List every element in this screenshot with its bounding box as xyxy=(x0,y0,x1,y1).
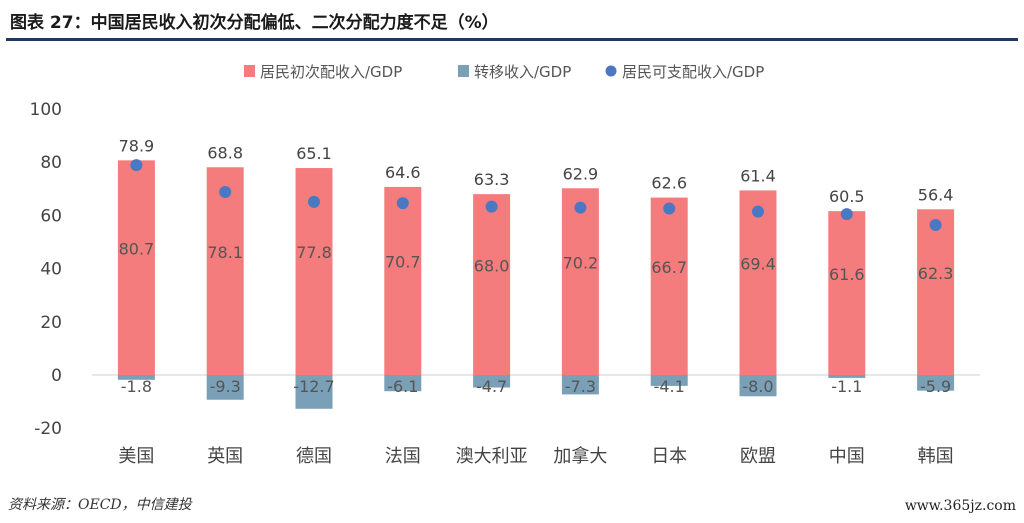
legend-label-1: 转移收入/GDP xyxy=(474,63,571,81)
disposable-value-label: 64.6 xyxy=(385,163,421,182)
transfer-bar xyxy=(739,375,777,397)
y-tick-label: 40 xyxy=(40,260,62,280)
primary-value-label: 61.6 xyxy=(829,265,865,284)
figure-header: 图表 27：中国居民收入初次分配偏低、二次分配力度不足（%） xyxy=(6,4,1018,38)
primary-value-label: 69.4 xyxy=(740,254,776,273)
disposable-value-label: 65.1 xyxy=(296,144,332,163)
transfer-bar xyxy=(295,375,333,409)
primary-bar xyxy=(117,160,155,375)
title-divider xyxy=(6,38,1018,41)
y-tick-label: 20 xyxy=(40,313,62,333)
disposable-value-label: 61.4 xyxy=(740,166,776,185)
primary-bar xyxy=(206,167,244,375)
transfer-bar xyxy=(917,375,955,391)
x-category-label: 中国 xyxy=(829,446,865,467)
transfer-bar xyxy=(117,375,155,380)
plot-area: 80.7 -1.8 78.9 78.1 -9.3 68.8 77.8 -12.7 65.1 70.… xyxy=(92,136,980,409)
disposable-value-label: 62.9 xyxy=(563,164,599,183)
transfer-bar xyxy=(384,375,422,392)
primary-bar xyxy=(917,209,955,375)
disposable-value-label: 56.4 xyxy=(918,185,954,204)
transfer-bar xyxy=(650,375,688,386)
source-note: 资料来源：OECD，中信建投 xyxy=(8,497,192,513)
legend-swatch-0 xyxy=(244,65,255,77)
x-category-label: 美国 xyxy=(118,446,154,467)
primary-bar xyxy=(384,186,422,375)
disposable-point xyxy=(396,197,409,210)
disposable-point xyxy=(130,159,143,172)
transfer-value-label: -1.8 xyxy=(121,377,152,396)
primary-bar xyxy=(650,197,688,375)
primary-bar xyxy=(561,188,599,375)
disposable-value-label: 60.5 xyxy=(829,187,865,206)
disposable-value-label: 78.9 xyxy=(119,136,155,155)
disposable-point xyxy=(308,195,320,208)
y-tick-label: -20 xyxy=(34,419,62,439)
chart-legend: 居民初次配收入/GDP 转移收入/GDP 居民可支配收入/GDP xyxy=(244,63,764,81)
transfer-value-label: -6.1 xyxy=(387,377,418,396)
x-category-label: 加拿大 xyxy=(553,445,607,467)
x-category-label: 法国 xyxy=(385,446,421,467)
transfer-value-label: -8.0 xyxy=(742,377,773,396)
disposable-point xyxy=(663,202,676,215)
primary-value-label: 66.7 xyxy=(651,258,687,277)
legend-label-2: 居民可支配收入/GDP xyxy=(622,63,764,81)
disposable-point xyxy=(219,185,232,198)
transfer-bar xyxy=(828,375,866,378)
primary-value-label: 70.2 xyxy=(563,253,599,272)
x-category-label: 德国 xyxy=(296,446,332,467)
transfer-value-label: -4.7 xyxy=(476,377,507,396)
transfer-bar xyxy=(561,375,599,395)
primary-bar xyxy=(828,211,866,375)
legend-label-0: 居民初次配收入/GDP xyxy=(260,63,402,81)
figure-title: 图表 27：中国居民收入初次分配偏低、二次分配力度不足（%） xyxy=(10,13,499,33)
primary-bar xyxy=(739,190,777,375)
disposable-value-label: 63.3 xyxy=(474,170,510,189)
x-category-label: 澳大利亚 xyxy=(456,446,528,467)
x-category-label: 欧盟 xyxy=(740,446,776,467)
primary-value-label: 77.8 xyxy=(296,243,332,262)
transfer-value-label: -9.3 xyxy=(210,377,241,396)
legend-swatch-1 xyxy=(458,65,469,77)
legend-marker-2 xyxy=(605,65,617,77)
transfer-value-label: -7.3 xyxy=(565,377,596,396)
transfer-value-label: -12.7 xyxy=(293,377,334,396)
primary-value-label: 70.7 xyxy=(385,253,421,272)
chart: 居民初次配收入/GDP 转移收入/GDP 居民可支配收入/GDP 100 80 60 40… xyxy=(30,63,980,467)
primary-value-label: 68.0 xyxy=(474,256,510,275)
disposable-point xyxy=(840,208,853,221)
disposable-value-label: 62.6 xyxy=(651,174,687,193)
disposable-point xyxy=(752,205,764,218)
primary-value-label: 78.1 xyxy=(207,243,243,262)
transfer-value-label: -5.9 xyxy=(920,377,951,396)
primary-value-label: 62.3 xyxy=(918,264,954,283)
transfer-value-label: -4.1 xyxy=(654,377,685,396)
disposable-point xyxy=(574,201,587,214)
disposable-value-label: 68.8 xyxy=(207,143,243,162)
transfer-bar xyxy=(206,375,244,400)
transfer-bar xyxy=(473,375,511,388)
x-category-label: 韩国 xyxy=(918,446,954,467)
y-tick-label: 100 xyxy=(30,100,62,120)
transfer-value-label: -1.1 xyxy=(831,377,862,396)
x-axis: 美国 英国 德国 法国 澳大利亚 加拿大 日本 欧盟 中国 韩国 xyxy=(118,445,953,467)
watermark: www.365jz.com xyxy=(904,498,1016,514)
primary-value-label: 80.7 xyxy=(119,239,155,258)
y-tick-label: 0 xyxy=(51,366,62,386)
primary-bar xyxy=(473,194,511,375)
disposable-point xyxy=(485,200,498,213)
x-category-label: 日本 xyxy=(651,446,687,467)
disposable-point xyxy=(929,218,942,231)
y-tick-label: 60 xyxy=(40,206,62,226)
x-category-label: 英国 xyxy=(207,446,243,467)
y-tick-label: 80 xyxy=(40,153,62,173)
y-axis: 100 80 60 40 20 0 -20 xyxy=(30,100,62,439)
